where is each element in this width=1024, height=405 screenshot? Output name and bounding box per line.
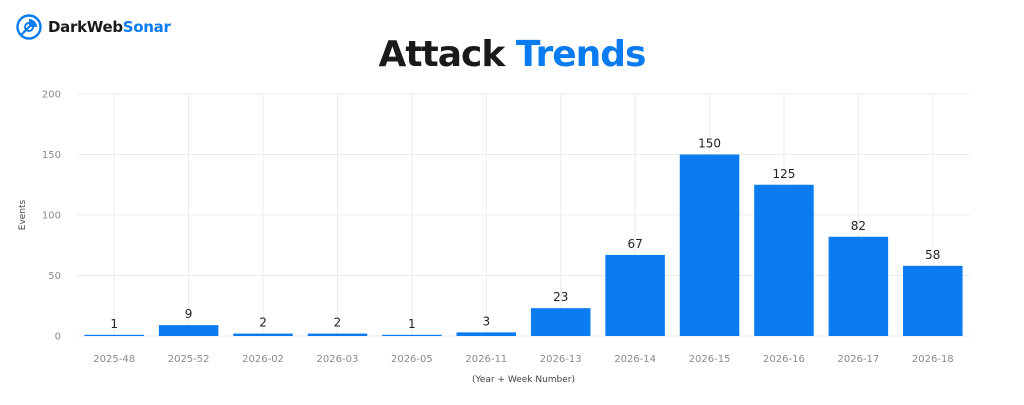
x-tick-label: 2026-18 [912, 354, 954, 365]
data-label: 9 [185, 307, 193, 321]
bar [382, 334, 442, 336]
data-label: 125 [773, 167, 796, 181]
bar [233, 333, 293, 336]
bar [530, 308, 591, 336]
x-tick-label: 2026-16 [763, 354, 805, 365]
x-axis-label: (Year + Week Number) [472, 375, 575, 385]
bar [828, 236, 889, 336]
data-label: 82 [851, 219, 866, 233]
brand-logo: DarkWebSonar [16, 14, 171, 40]
bar [456, 332, 517, 336]
brand-name-part1: DarkWeb [48, 18, 123, 36]
data-label: 3 [482, 314, 490, 328]
data-label: 2 [334, 316, 342, 330]
x-tick-label: 2026-14 [614, 354, 656, 365]
y-tick-label: 200 [42, 90, 61, 101]
data-label: 67 [627, 237, 642, 251]
x-tick-label: 2025-48 [93, 354, 135, 365]
y-tick-label: 100 [42, 211, 61, 222]
bar [307, 333, 368, 336]
bar [84, 334, 144, 336]
x-tick-label: 2025-52 [168, 354, 210, 365]
bar [754, 184, 814, 336]
data-label: 2 [259, 316, 267, 330]
chart-labels: 0 50 100 150 200 1 2025-48 9 2025-52 2 2026-02 2 202… [42, 90, 954, 366]
x-tick-label: 2026-05 [391, 354, 433, 365]
x-tick-label: 2026-02 [242, 354, 284, 365]
bar [903, 265, 963, 336]
x-tick-label: 2026-15 [689, 354, 731, 365]
data-label: 1 [110, 317, 118, 331]
x-tick-label: 2026-13 [540, 354, 582, 365]
chart-bars [84, 154, 963, 336]
data-label: 1 [408, 317, 416, 331]
x-tick-label: 2026-03 [317, 354, 359, 365]
x-tick-label: 2026-11 [465, 354, 507, 365]
sonar-icon [16, 14, 42, 40]
chart-title: Attack Trends [0, 34, 1024, 75]
y-tick-label: 0 [55, 332, 61, 343]
y-tick-label: 150 [42, 150, 61, 161]
bar [679, 154, 740, 336]
brand-name-part2: Sonar [122, 18, 171, 36]
bar [158, 325, 219, 336]
data-label: 150 [698, 137, 721, 151]
brand-name: DarkWebSonar [48, 18, 171, 36]
x-tick-label: 2026-17 [837, 354, 879, 365]
data-label: 58 [925, 248, 940, 262]
chart-title-part1: Attack [378, 34, 505, 75]
y-axis-label: Events [18, 199, 28, 230]
y-tick-label: 50 [48, 271, 61, 282]
bar [605, 254, 665, 336]
data-label: 23 [553, 290, 568, 304]
chart-title-part2: Trends [515, 34, 647, 75]
